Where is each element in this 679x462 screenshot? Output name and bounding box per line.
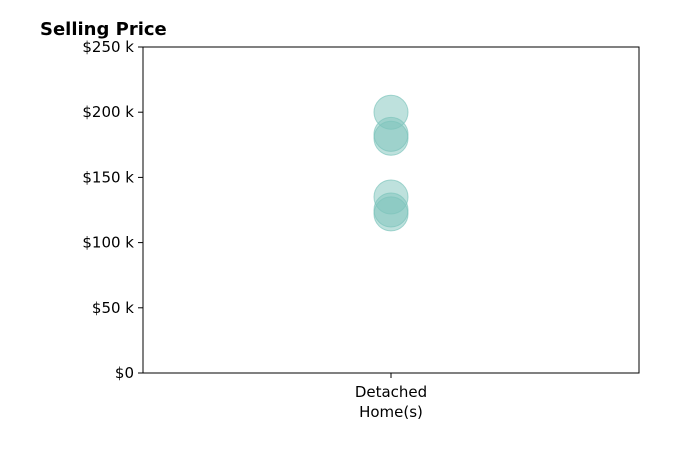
y-tick-label: $0: [115, 364, 134, 382]
y-tick-label: $150 k: [82, 168, 134, 186]
y-tick-label: $50 k: [92, 299, 134, 317]
y-tick-label: $250 k: [82, 38, 134, 56]
x-axis: Detached Home(s): [355, 373, 427, 421]
y-axis: $0 $50 k $100 k $150 k $200 k $250 k: [82, 38, 143, 382]
x-tick-label: Detached Home(s): [355, 383, 427, 421]
scatter-point: [373, 120, 409, 156]
scatter-point: [373, 196, 409, 232]
y-tick-label: $200 k: [82, 103, 134, 121]
chart-title: Selling Price: [40, 19, 167, 40]
y-tick-label: $100 k: [82, 234, 134, 252]
data-points: [373, 94, 409, 232]
